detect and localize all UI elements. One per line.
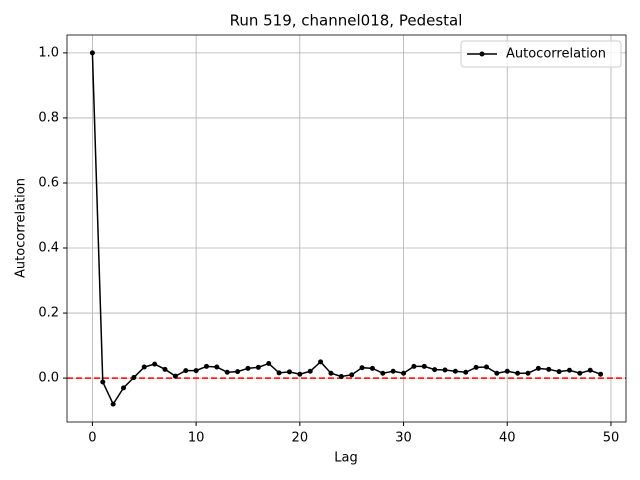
- data-point: [432, 367, 438, 373]
- data-point: [338, 373, 344, 379]
- y-tick-label: 0.8: [38, 110, 59, 125]
- data-point: [390, 368, 396, 374]
- y-tick-label: 0.0: [38, 371, 59, 386]
- data-point: [535, 365, 541, 371]
- data-point: [110, 401, 116, 407]
- data-point: [235, 369, 241, 375]
- data-point: [318, 359, 324, 365]
- data-point: [307, 368, 313, 374]
- data-point: [224, 369, 230, 375]
- data-point: [183, 368, 189, 374]
- y-tick-label: 1.0: [38, 45, 59, 60]
- data-point: [484, 364, 490, 370]
- legend-label: Autocorrelation: [506, 47, 606, 62]
- data-point: [566, 367, 572, 373]
- data-point: [193, 368, 199, 374]
- data-point: [577, 370, 583, 376]
- y-tick-label: 0.2: [38, 306, 59, 321]
- x-axis-label: Lag: [334, 451, 357, 466]
- data-point: [297, 371, 303, 377]
- x-tick-label: 10: [188, 431, 205, 446]
- data-point: [131, 374, 137, 380]
- data-point: [172, 373, 178, 379]
- data-point: [463, 369, 469, 375]
- data-point: [328, 370, 334, 376]
- data-point: [401, 370, 407, 376]
- data-point: [546, 366, 552, 372]
- y-tick-label: 0.4: [38, 241, 59, 256]
- data-point: [245, 365, 251, 371]
- data-point: [494, 370, 500, 376]
- data-point: [100, 379, 106, 385]
- data-point: [203, 363, 209, 369]
- x-tick-label: 20: [292, 431, 309, 446]
- data-point: [515, 370, 521, 376]
- x-tick-label: 30: [395, 431, 412, 446]
- legend-marker: [479, 51, 485, 57]
- data-point: [89, 50, 95, 56]
- x-tick-label: 50: [603, 431, 620, 446]
- data-point: [152, 361, 158, 367]
- data-point: [442, 367, 448, 373]
- y-axis-label: Autocorrelation: [14, 178, 29, 278]
- data-point: [411, 363, 417, 369]
- data-point: [452, 368, 458, 374]
- data-point: [504, 368, 510, 374]
- data-point: [141, 364, 147, 370]
- x-tick-label: 0: [88, 431, 96, 446]
- data-point: [525, 370, 531, 376]
- chart-title: Run 519, channel018, Pedestal: [230, 12, 463, 30]
- data-point: [556, 369, 562, 375]
- data-point: [255, 364, 261, 370]
- legend-box: [460, 40, 622, 68]
- data-point: [162, 366, 168, 372]
- data-point: [587, 367, 593, 373]
- data-point: [349, 372, 355, 378]
- data-point: [473, 364, 479, 370]
- data-point: [421, 363, 427, 369]
- data-point: [286, 369, 292, 375]
- y-tick-label: 0.6: [38, 175, 59, 190]
- axes-frame: [66, 34, 627, 423]
- data-point: [276, 370, 282, 376]
- data-point: [380, 370, 386, 376]
- data-point: [359, 365, 365, 371]
- x-tick-label: 40: [499, 431, 516, 446]
- data-point: [214, 364, 220, 370]
- data-point: [266, 360, 272, 366]
- data-point: [369, 365, 375, 371]
- data-point: [598, 371, 604, 377]
- data-point: [121, 385, 127, 391]
